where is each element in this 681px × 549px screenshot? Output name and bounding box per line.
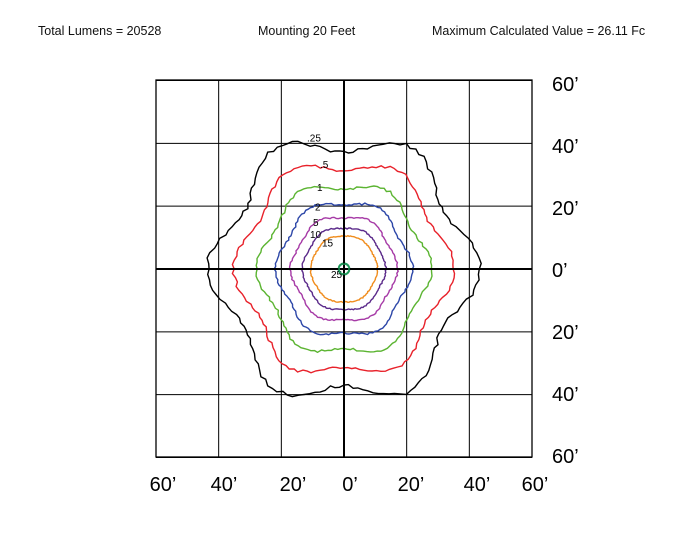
x-tick-label: 40’ (211, 474, 238, 496)
mounting-height-label: Mounting 20 Feet (258, 24, 356, 38)
x-tick-label: 20’ (280, 474, 307, 496)
luminaire-center-marker (338, 263, 350, 275)
contour-label: 2 (315, 202, 321, 213)
max-calculated-value-label: Maximum Calculated Value = 26.11 Fc (432, 24, 646, 38)
contour-label: 1 (317, 183, 323, 194)
x-tick-label: 60’ (150, 474, 177, 496)
y-tick-label: 40’ (552, 136, 579, 158)
x-tick-label: 0’ (342, 474, 358, 496)
y-tick-label: 20’ (552, 322, 579, 344)
contour-label: 15 (322, 239, 334, 250)
y-tick-label: 0’ (552, 260, 568, 282)
y-tick-label: 60’ (552, 446, 579, 468)
y-tick-label: 40’ (552, 384, 579, 406)
y-tick-label: 20’ (552, 198, 579, 220)
contour-label: .25 (307, 133, 321, 144)
contour-label: 5 (313, 218, 319, 229)
axes: 60’40’20’0’20’40’60’60’ 40’ 20’ 0’ 20’ 40’ 60’ (150, 74, 579, 496)
x-tick-label: 20’ (398, 474, 425, 496)
contour-label: .5 (320, 160, 329, 171)
contour-label: 25 (331, 270, 343, 281)
y-tick-label: 60’ (552, 74, 579, 96)
x-tick-label: 60’ (522, 474, 549, 496)
x-tick-label: 40’ (464, 474, 491, 496)
total-lumens-label: Total Lumens = 20528 (38, 24, 162, 38)
contour-label: 10 (310, 230, 322, 241)
